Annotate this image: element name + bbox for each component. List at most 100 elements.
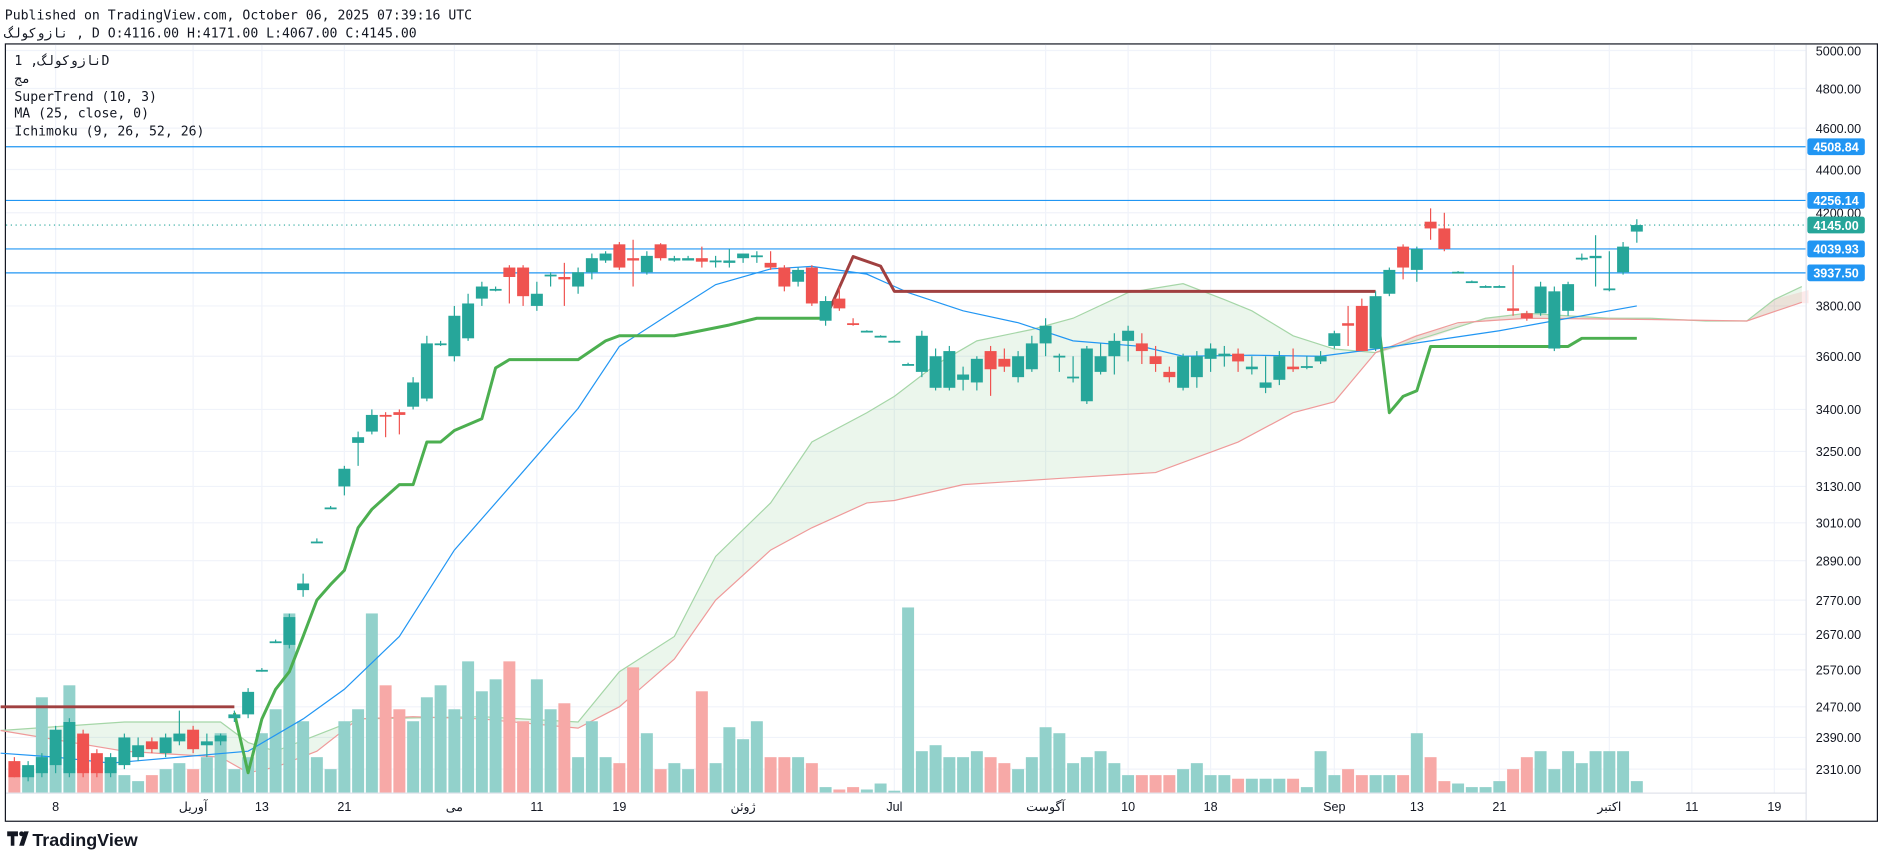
candle-body[interactable] bbox=[1548, 291, 1561, 349]
candle-body[interactable] bbox=[668, 258, 681, 261]
candle-body[interactable] bbox=[242, 691, 255, 715]
candle-body[interactable] bbox=[654, 244, 667, 259]
candle-body[interactable] bbox=[365, 414, 378, 432]
candle-body[interactable] bbox=[1094, 356, 1107, 372]
candle-body[interactable] bbox=[1108, 340, 1121, 357]
candle-body[interactable] bbox=[269, 641, 282, 644]
candle-body[interactable] bbox=[22, 765, 35, 778]
candle-body[interactable] bbox=[1039, 325, 1052, 344]
candle-body[interactable] bbox=[1149, 356, 1162, 365]
candle-body[interactable] bbox=[228, 714, 241, 719]
candle-body[interactable] bbox=[1630, 225, 1643, 232]
candle-body[interactable] bbox=[1617, 246, 1630, 273]
candle-body[interactable] bbox=[888, 340, 901, 343]
legend-ichimoku[interactable]: Ichimoku (9, 26, 52, 26) bbox=[14, 125, 204, 140]
candle-body[interactable] bbox=[118, 737, 131, 766]
candle-body[interactable] bbox=[475, 286, 488, 299]
candle-body[interactable] bbox=[929, 356, 942, 388]
candle-body[interactable] bbox=[310, 541, 323, 544]
candle-body[interactable] bbox=[104, 757, 117, 774]
candle-body[interactable] bbox=[833, 298, 846, 309]
candle-body[interactable] bbox=[1452, 271, 1465, 274]
candle-body[interactable] bbox=[874, 335, 887, 338]
candle-body[interactable] bbox=[778, 267, 791, 287]
candle-body[interactable] bbox=[530, 293, 543, 306]
candle-body[interactable] bbox=[324, 507, 337, 510]
candle-body[interactable] bbox=[764, 262, 777, 268]
candle-body[interactable] bbox=[1410, 248, 1423, 270]
candle-body[interactable] bbox=[1534, 286, 1547, 314]
candle-body[interactable] bbox=[805, 267, 818, 304]
candle-body[interactable] bbox=[1273, 356, 1286, 380]
candle-body[interactable] bbox=[1259, 382, 1272, 388]
candle-body[interactable] bbox=[8, 761, 21, 778]
candle-body[interactable] bbox=[1300, 366, 1313, 368]
candle-body[interactable] bbox=[132, 745, 145, 758]
candle-body[interactable] bbox=[1163, 371, 1176, 378]
candle-body[interactable] bbox=[1080, 348, 1093, 402]
candle-body[interactable] bbox=[970, 358, 983, 383]
candle-body[interactable] bbox=[819, 301, 832, 321]
candle-body[interactable] bbox=[517, 267, 530, 297]
candle-body[interactable] bbox=[187, 729, 200, 750]
candle-body[interactable] bbox=[792, 269, 805, 282]
candle-body[interactable] bbox=[1562, 284, 1575, 311]
time-axis[interactable]: 8 آوریل 13 21 می 11 19 ژوئن Jul آگوست 10 18 Sep 13 21 ا… bbox=[52, 798, 1781, 815]
candle-body[interactable] bbox=[448, 315, 461, 357]
candle-body[interactable] bbox=[723, 260, 736, 263]
candle-body[interactable] bbox=[627, 258, 640, 261]
candle-body[interactable] bbox=[1438, 228, 1451, 249]
candle-body[interactable] bbox=[407, 382, 420, 407]
candle-body[interactable] bbox=[847, 323, 860, 326]
candle-body[interactable] bbox=[1204, 348, 1217, 359]
candle-body[interactable] bbox=[90, 753, 103, 774]
candle-body[interactable] bbox=[1424, 221, 1437, 229]
candle-body[interactable] bbox=[352, 437, 365, 443]
candle-body[interactable] bbox=[984, 351, 997, 370]
candle-body[interactable] bbox=[1575, 257, 1588, 260]
candle-body[interactable] bbox=[145, 741, 158, 750]
candle-body[interactable] bbox=[1122, 330, 1135, 341]
candle-body[interactable] bbox=[599, 253, 612, 261]
candle-body[interactable] bbox=[915, 335, 928, 372]
candle-body[interactable] bbox=[1328, 333, 1341, 346]
candle-body[interactable] bbox=[35, 757, 48, 774]
legend-supertrend[interactable]: SuperTrend (10, 3) bbox=[14, 90, 157, 105]
candle-body[interactable] bbox=[1025, 343, 1038, 370]
candle-body[interactable] bbox=[338, 468, 351, 487]
candle-body[interactable] bbox=[902, 364, 915, 366]
candle-body[interactable] bbox=[1245, 366, 1258, 370]
candle-body[interactable] bbox=[49, 729, 62, 766]
candle-body[interactable] bbox=[1218, 353, 1231, 357]
candle-body[interactable] bbox=[489, 288, 502, 291]
candle-body[interactable] bbox=[695, 258, 708, 262]
candle-body[interactable] bbox=[462, 303, 475, 339]
candle-body[interactable] bbox=[1190, 356, 1203, 378]
candle-body[interactable] bbox=[379, 414, 392, 417]
candle-body[interactable] bbox=[1589, 255, 1602, 259]
candle-body[interactable] bbox=[200, 741, 213, 746]
candle-body[interactable] bbox=[434, 343, 447, 346]
candle-body[interactable] bbox=[572, 272, 585, 287]
candles[interactable] bbox=[8, 208, 1643, 782]
candle-body[interactable] bbox=[1383, 269, 1396, 294]
candle-body[interactable] bbox=[1603, 288, 1616, 291]
candle-body[interactable] bbox=[1520, 313, 1533, 319]
candle-body[interactable] bbox=[63, 722, 76, 774]
candle-body[interactable] bbox=[393, 412, 406, 415]
candle-body[interactable] bbox=[214, 735, 227, 742]
candle-body[interactable] bbox=[957, 374, 970, 380]
candle-body[interactable] bbox=[1053, 355, 1066, 358]
candle-body[interactable] bbox=[1355, 305, 1368, 352]
candle-body[interactable] bbox=[420, 343, 433, 399]
candle-body[interactable] bbox=[709, 260, 722, 263]
candle-body[interactable] bbox=[283, 617, 296, 645]
candle-body[interactable] bbox=[585, 258, 598, 273]
candle-body[interactable] bbox=[159, 737, 172, 754]
candle-body[interactable] bbox=[544, 274, 557, 277]
candle-body[interactable] bbox=[750, 255, 763, 258]
candle-body[interactable] bbox=[173, 733, 186, 742]
candle-body[interactable] bbox=[640, 255, 653, 273]
candle-body[interactable] bbox=[613, 244, 626, 268]
